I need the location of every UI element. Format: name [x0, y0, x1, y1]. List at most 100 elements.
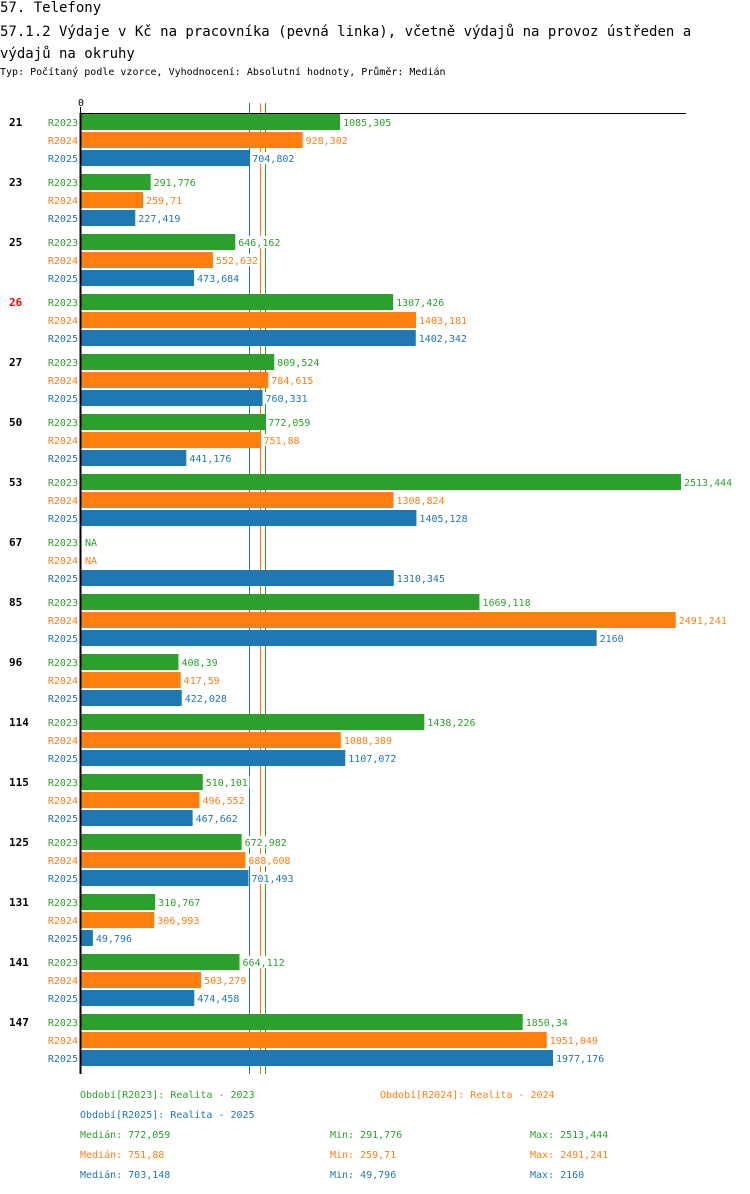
- value-label-bg: [183, 692, 229, 704]
- value-label: 704,802: [252, 154, 294, 165]
- bar-r2024: [81, 972, 202, 988]
- value-label: 1085,305: [343, 118, 391, 129]
- bar-r2025: [81, 150, 250, 166]
- value-label: 672,982: [245, 838, 287, 849]
- value-label-bg: [204, 776, 250, 788]
- value-label-bg: [251, 152, 296, 164]
- series-label: R2025: [48, 454, 78, 465]
- series-label: R2025: [48, 874, 78, 885]
- bar-r2023: [81, 114, 341, 130]
- value-label-bg: [304, 134, 350, 146]
- series-label: R2025: [48, 814, 78, 825]
- value-label-bg: [94, 932, 134, 944]
- value-label: 760,331: [266, 394, 308, 405]
- series-label: R2023: [48, 718, 78, 729]
- value-label-bg: [683, 476, 734, 488]
- value-label: 1307,426: [396, 298, 444, 309]
- value-label-bg: [182, 674, 222, 686]
- stat-max-r2024: Max: 2491,241: [530, 1150, 609, 1161]
- series-label: R2023: [48, 118, 78, 129]
- value-label: 772,059: [268, 418, 310, 429]
- stat-min-r2023: Min: 291,776: [330, 1130, 403, 1141]
- series-label: R2023: [48, 478, 78, 489]
- series-label: R2025: [48, 754, 78, 765]
- bar-r2025: [81, 930, 93, 946]
- bar-r2024: [81, 612, 676, 628]
- value-label-bg: [417, 314, 469, 326]
- stat-median-r2024: Medián: 751,88: [80, 1150, 165, 1161]
- stat-max-r2025: Max: 2160: [530, 1170, 585, 1181]
- value-label: 510,101: [206, 778, 248, 789]
- value-label-bg: [237, 236, 282, 248]
- bar-r2023: [81, 594, 480, 610]
- value-label-bg: [157, 896, 202, 908]
- bar-r2023: [81, 414, 266, 430]
- category-label: 147: [9, 1016, 29, 1029]
- bar-r2025: [81, 510, 417, 526]
- category-label: 25: [9, 236, 22, 249]
- value-label: 310,767: [158, 898, 200, 909]
- series-label: R2024: [48, 976, 78, 987]
- value-label-bg: [188, 452, 234, 464]
- value-label: 664,112: [243, 958, 285, 969]
- series-label: R2025: [48, 394, 78, 405]
- value-label: 1308,824: [396, 496, 444, 507]
- series-label: R2024: [48, 736, 78, 747]
- value-label-bg: [548, 1034, 600, 1046]
- value-label: 1438,226: [427, 718, 475, 729]
- category-label: 141: [9, 956, 29, 969]
- value-label: 291,776: [154, 178, 196, 189]
- stat-min-r2024: Min: 259,71: [330, 1150, 397, 1161]
- value-label: 467,662: [196, 814, 238, 825]
- value-label-bg: [524, 1016, 570, 1028]
- value-label-bg: [554, 1052, 606, 1064]
- value-label: 1088,389: [344, 736, 392, 747]
- bar-r2023: [81, 474, 681, 490]
- legend-item-r2024: Období[R2024]: Realita - 2024: [380, 1090, 555, 1101]
- value-label-bg: [677, 614, 729, 626]
- series-label: R2023: [48, 1018, 78, 1029]
- value-label-bg: [196, 272, 241, 284]
- series-label: R2023: [48, 598, 78, 609]
- value-label-bg: [241, 956, 287, 968]
- bar-r2025: [81, 570, 394, 586]
- legend-item-r2025: Období[R2025]: Realita - 2025: [80, 1110, 255, 1121]
- x-tick-label: 0: [78, 98, 84, 109]
- value-label-bg: [152, 176, 198, 188]
- value-label: 809,524: [277, 358, 319, 369]
- value-label-bg: [194, 812, 240, 824]
- value-label: 1850,34: [526, 1018, 568, 1029]
- series-label: R2025: [48, 514, 78, 525]
- bar-r2024: [81, 432, 261, 448]
- value-label: 701,493: [251, 874, 293, 885]
- series-label: R2023: [48, 418, 78, 429]
- bar-r2023: [81, 894, 156, 910]
- series-label: R2024: [48, 916, 78, 927]
- value-label: 227,419: [138, 214, 180, 225]
- series-label: R2024: [48, 196, 78, 207]
- value-label-bg: [243, 836, 289, 848]
- series-label: R2025: [48, 934, 78, 945]
- category-label: 27: [9, 356, 22, 369]
- value-label-bg: [144, 194, 184, 206]
- value-label: 408,39: [181, 658, 217, 669]
- series-label: R2024: [48, 136, 78, 147]
- category-label: 53: [9, 476, 22, 489]
- bar-r2025: [81, 270, 195, 286]
- series-label: R2025: [48, 274, 78, 285]
- series-label: R2024: [48, 496, 78, 507]
- value-label-bg: [342, 734, 394, 746]
- section-title: 57. Telefony: [0, 0, 102, 16]
- value-label-bg: [264, 392, 310, 404]
- bar-r2025: [81, 390, 263, 406]
- series-label: R2025: [48, 214, 78, 225]
- series-label: R2024: [48, 256, 78, 267]
- stat-median-r2025: Medián: 703,148: [80, 1170, 171, 1181]
- bar-r2025: [81, 1050, 553, 1066]
- value-label-bg: [276, 356, 321, 368]
- series-label: R2023: [48, 238, 78, 249]
- value-label: 417,59: [184, 676, 220, 687]
- bar-r2025: [81, 870, 249, 886]
- bar-r2023: [81, 294, 394, 310]
